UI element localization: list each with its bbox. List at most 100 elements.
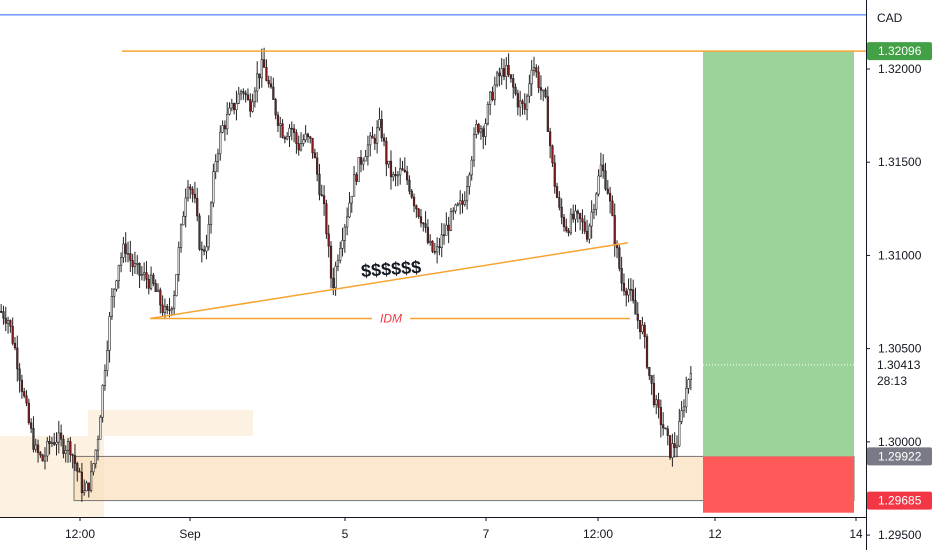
- candle-down: [159, 289, 162, 306]
- candle-down: [69, 441, 72, 455]
- candle-down: [634, 300, 637, 315]
- candle-down: [23, 391, 26, 397]
- y-tick-label: 1.30500: [878, 342, 922, 356]
- candle-up: [46, 441, 49, 457]
- candle-down: [602, 164, 605, 172]
- candle-up: [588, 225, 591, 240]
- candle-down: [152, 274, 155, 284]
- candle-down: [606, 188, 609, 194]
- candle-up: [595, 193, 598, 210]
- candle-up: [43, 455, 47, 462]
- candle-down: [512, 78, 515, 88]
- candle-up: [64, 450, 67, 454]
- candle-up: [235, 103, 238, 111]
- x-tick-label: 12:00: [65, 527, 95, 541]
- candle-down: [16, 347, 19, 370]
- candle-down: [161, 304, 164, 313]
- candle-down: [477, 124, 480, 133]
- candle-down: [657, 399, 660, 408]
- candle-up: [627, 288, 630, 296]
- candle-up: [456, 203, 459, 206]
- candle-up: [50, 442, 54, 444]
- candle-down: [509, 74, 513, 79]
- candle-down: [274, 99, 277, 116]
- candle-down: [189, 186, 192, 190]
- candle-down: [491, 91, 494, 101]
- candle-up: [230, 102, 233, 109]
- candle-up: [94, 449, 97, 465]
- candle-down: [560, 206, 563, 218]
- candle-down: [389, 160, 393, 178]
- candle-up: [170, 308, 173, 311]
- candle-down: [417, 208, 420, 217]
- candle-down: [147, 278, 150, 289]
- candle-down: [320, 194, 323, 196]
- candle-up: [341, 240, 344, 249]
- candle-down: [265, 67, 268, 81]
- candle-down: [276, 114, 280, 126]
- candle-up: [532, 67, 536, 71]
- candle-down: [523, 103, 526, 110]
- candle-down: [558, 197, 561, 208]
- candle-down: [2, 311, 5, 319]
- candle-up: [350, 195, 353, 204]
- candle-down: [9, 320, 12, 327]
- candle-down: [433, 251, 436, 253]
- price-badge: [867, 447, 932, 466]
- candle-up: [90, 471, 93, 491]
- candle-down: [246, 94, 250, 100]
- candle-up: [445, 224, 448, 236]
- candle-up: [364, 156, 367, 162]
- candle-up: [260, 59, 263, 79]
- candle-down: [662, 424, 665, 429]
- candle-up: [641, 324, 644, 333]
- candle-down: [292, 128, 296, 133]
- x-tick-label: 12: [708, 527, 722, 541]
- candle-down: [80, 471, 83, 494]
- candle-down: [355, 174, 358, 182]
- candle-up: [655, 399, 658, 406]
- candle-down: [567, 230, 570, 234]
- candle-down: [332, 277, 335, 288]
- candle-up: [186, 186, 190, 199]
- candle-up: [378, 119, 381, 129]
- candle-down: [613, 215, 616, 246]
- candle-up: [119, 257, 123, 266]
- candle-down: [403, 169, 406, 172]
- candle-up: [55, 441, 58, 445]
- candle-up: [92, 463, 95, 473]
- candle-up: [387, 160, 390, 165]
- candle-down: [87, 482, 90, 491]
- y-tick-label: 1.31500: [878, 155, 922, 169]
- candle-up: [528, 83, 531, 97]
- candle-down: [419, 216, 423, 224]
- candle-down: [30, 422, 33, 429]
- candle-down: [498, 72, 501, 77]
- price-axis-bg: [866, 0, 932, 550]
- candle-down: [295, 132, 298, 144]
- candle-up: [339, 248, 342, 261]
- candle-down: [53, 442, 56, 445]
- candle-up: [184, 197, 187, 217]
- x-tick-label: 7: [483, 527, 490, 541]
- liquidity-label: $$$$$$: [360, 257, 421, 281]
- candle-up: [362, 160, 365, 165]
- candle-down: [41, 454, 44, 462]
- candle-up: [108, 316, 111, 351]
- price-badge-label: 1.32096: [878, 44, 922, 58]
- candle-down: [549, 131, 552, 147]
- candle-down: [327, 233, 330, 247]
- x-tick-label: Sep: [179, 527, 201, 541]
- candle-down: [408, 179, 411, 192]
- candle-up: [454, 204, 457, 212]
- candle-down: [4, 317, 7, 324]
- candle-up: [449, 211, 453, 231]
- candle-up: [216, 153, 220, 162]
- zones-layer: [0, 51, 855, 518]
- candle-up: [486, 104, 489, 124]
- candle-down: [636, 313, 639, 321]
- candle-up: [113, 288, 116, 297]
- candle-down: [258, 73, 261, 79]
